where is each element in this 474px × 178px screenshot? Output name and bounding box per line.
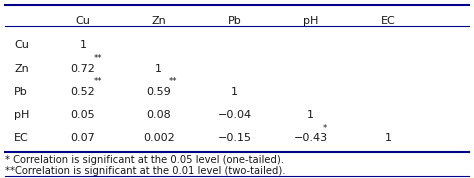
- Text: 0.002: 0.002: [143, 133, 174, 143]
- Text: 0.52: 0.52: [71, 87, 95, 97]
- Text: Cu: Cu: [14, 40, 29, 50]
- Text: 1: 1: [307, 110, 314, 120]
- Text: 1: 1: [231, 87, 238, 97]
- Text: pH: pH: [14, 110, 29, 120]
- Text: Pb: Pb: [228, 16, 242, 26]
- Text: 1: 1: [80, 40, 86, 50]
- Text: **: **: [93, 77, 102, 86]
- Text: −0.04: −0.04: [218, 110, 252, 120]
- Text: EC: EC: [381, 16, 396, 26]
- Text: 0.05: 0.05: [71, 110, 95, 120]
- Text: 0.59: 0.59: [146, 87, 171, 97]
- Text: **: **: [93, 54, 102, 63]
- Text: **Correlation is significant at the 0.01 level (two-tailed).: **Correlation is significant at the 0.01…: [5, 166, 285, 176]
- Text: −0.43: −0.43: [293, 133, 328, 143]
- Text: Zn: Zn: [14, 64, 29, 74]
- Text: Cu: Cu: [75, 16, 91, 26]
- Text: *: *: [322, 124, 327, 133]
- Text: pH: pH: [303, 16, 318, 26]
- Text: **: **: [169, 77, 178, 86]
- Text: 1: 1: [385, 133, 392, 143]
- Text: 0.07: 0.07: [71, 133, 95, 143]
- Text: 1: 1: [155, 64, 162, 74]
- Text: EC: EC: [14, 133, 29, 143]
- Text: 0.08: 0.08: [146, 110, 171, 120]
- Text: −0.15: −0.15: [218, 133, 252, 143]
- Text: * Correlation is significant at the 0.05 level (one-tailed).: * Correlation is significant at the 0.05…: [5, 155, 284, 165]
- Text: Pb: Pb: [14, 87, 28, 97]
- Text: Zn: Zn: [151, 16, 166, 26]
- Text: 0.72: 0.72: [71, 64, 95, 74]
